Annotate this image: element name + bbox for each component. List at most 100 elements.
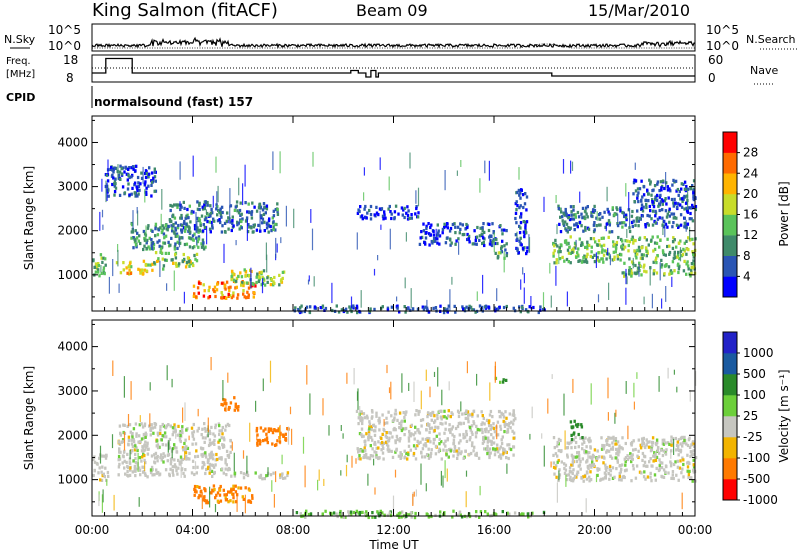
power-cell xyxy=(600,236,603,240)
velocity-cell xyxy=(339,509,342,514)
velocity-cell xyxy=(618,472,621,476)
power-cell xyxy=(602,260,605,264)
velocity-cell xyxy=(364,455,367,459)
power-cell xyxy=(257,279,261,284)
power-streak xyxy=(522,267,524,275)
power-cell xyxy=(253,205,256,209)
power-cell xyxy=(616,222,619,226)
power-cell xyxy=(630,272,633,276)
velocity-cell xyxy=(344,515,347,519)
velocity-cell xyxy=(672,476,675,481)
velocity-cell xyxy=(686,453,689,457)
velocity-cell xyxy=(502,419,505,423)
power-streak xyxy=(662,220,664,235)
velocity-cell xyxy=(438,442,441,446)
velocity-streak xyxy=(323,478,325,486)
power-cell xyxy=(175,262,178,267)
velocity-cell xyxy=(410,511,413,515)
power-cell xyxy=(137,184,141,188)
velocity-cell xyxy=(603,444,606,448)
velocity-cell xyxy=(235,500,238,504)
velocity-cell xyxy=(414,511,417,516)
velocity-cell xyxy=(358,432,362,436)
power-cell xyxy=(206,211,209,216)
velocity-cell xyxy=(210,450,213,454)
power-cell xyxy=(164,234,168,238)
power-cell xyxy=(224,287,227,291)
velocity-cell xyxy=(177,458,180,462)
power-cell xyxy=(102,256,105,260)
power-cell xyxy=(519,236,522,240)
velocity-cell xyxy=(528,512,531,516)
x-axis-title: Time UT xyxy=(368,538,419,552)
power-cell xyxy=(630,260,634,264)
velocity-cell xyxy=(211,457,215,461)
power-cell xyxy=(122,261,125,265)
power-cell xyxy=(582,229,585,233)
velocity-cell xyxy=(181,457,185,462)
velocity-cell xyxy=(681,441,685,445)
velocity-cell xyxy=(612,435,615,439)
power-streak xyxy=(518,167,520,180)
power-cell xyxy=(586,205,589,209)
power-cell xyxy=(173,245,177,249)
y-tick-label: 4000 xyxy=(57,135,88,149)
power-streak xyxy=(632,257,634,269)
power-streak xyxy=(458,241,460,255)
velocity-cell xyxy=(514,417,517,421)
velocity-cell xyxy=(127,435,131,439)
power-cell xyxy=(567,260,570,264)
velocity-cell xyxy=(585,477,589,481)
velocity-cell xyxy=(395,448,398,452)
velocity-cell xyxy=(527,515,530,519)
velocity-cell xyxy=(227,500,230,504)
power-cell xyxy=(487,305,491,309)
power-cell xyxy=(160,230,164,235)
power-cell xyxy=(259,229,262,233)
power-cell xyxy=(645,206,648,210)
power-cell xyxy=(99,253,103,257)
power-cell xyxy=(439,304,442,308)
power-cell xyxy=(578,237,581,241)
velocity-cell xyxy=(119,431,122,435)
power-cell xyxy=(403,206,406,210)
velocity-cell xyxy=(494,449,497,453)
power-cell xyxy=(166,228,169,232)
power-cell xyxy=(619,209,622,213)
velocity-cell xyxy=(213,470,216,475)
power-cell xyxy=(119,164,122,168)
power-cell xyxy=(220,205,224,209)
velocity-cell xyxy=(175,469,178,473)
power-cell xyxy=(515,208,518,212)
velocity-cell xyxy=(428,430,431,434)
power-cell xyxy=(168,219,172,223)
power-cell xyxy=(219,213,223,218)
power-cell xyxy=(601,248,604,252)
velocity-cell xyxy=(208,465,211,469)
power-streak xyxy=(493,232,495,253)
velocity-cell xyxy=(382,441,386,445)
power-cell xyxy=(687,236,690,240)
power-cell xyxy=(366,211,369,215)
velocity-cell xyxy=(176,433,179,437)
power-cell xyxy=(182,226,186,230)
power-cell xyxy=(662,219,666,223)
velocity-cell xyxy=(362,434,365,438)
velocity-cell xyxy=(265,436,269,440)
power-cell xyxy=(153,167,156,171)
velocity-cell xyxy=(208,429,211,433)
power-cell xyxy=(134,169,137,173)
velocity-cell xyxy=(102,472,105,476)
power-cell xyxy=(651,198,654,202)
power-cell xyxy=(260,270,263,274)
velocity-cell xyxy=(626,457,630,462)
noise-left-tick-top: 10^5 xyxy=(48,23,81,37)
velocity-cell xyxy=(494,447,497,451)
power-cell xyxy=(666,225,669,229)
power-cell xyxy=(601,215,604,219)
power-cell xyxy=(652,205,656,209)
power-cell xyxy=(483,237,486,241)
velocity-cell xyxy=(205,499,209,503)
power-cell xyxy=(449,243,452,247)
velocity-cell xyxy=(503,424,507,428)
